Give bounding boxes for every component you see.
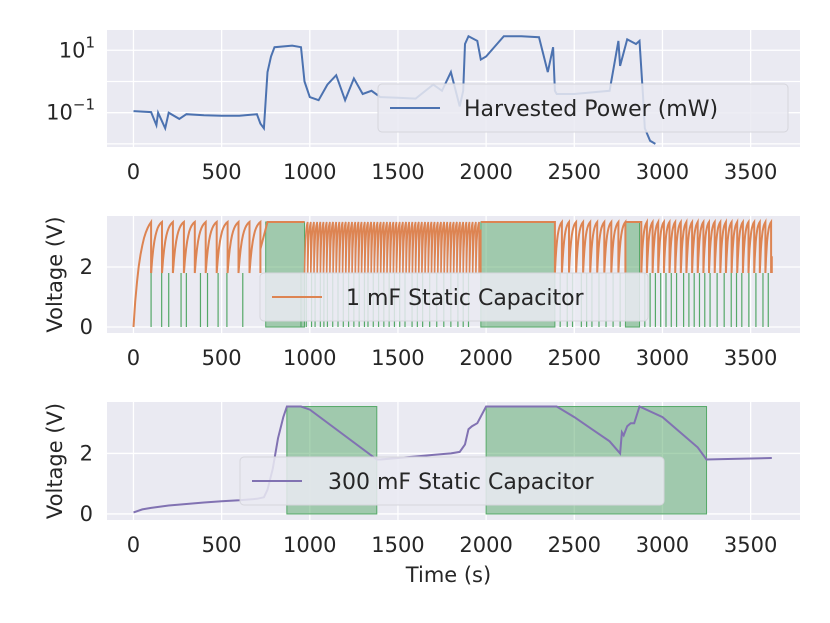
power-axes: 0 500 1000 1500 2000 2500 3000 350010−1101Harve… bbox=[46, 30, 800, 184]
legend-label: 300 mF Static Capacitor bbox=[328, 470, 595, 495]
legend-label: Harvested Power (mW) bbox=[464, 97, 718, 122]
y-axis-label: Voltage (V) bbox=[43, 216, 67, 332]
capacitor-1mf-axes: 0 500 1000 1500 2000 2500 3000 3500 0 2 Voltage (V… bbox=[43, 216, 800, 370]
legend: Harvested Power (mW) bbox=[377, 83, 789, 133]
x-tick-label: 1500 bbox=[371, 346, 424, 370]
x-tick-label: 0 bbox=[127, 160, 140, 184]
x-tick-label: 0 bbox=[127, 346, 140, 370]
y-tick-base: 10 bbox=[59, 38, 86, 62]
x-tick-label: 2000 bbox=[459, 533, 512, 557]
y-tick-exponent: −1 bbox=[73, 96, 95, 114]
x-tick-label: 3000 bbox=[636, 346, 689, 370]
capacitor-series-line bbox=[259, 221, 305, 250]
x-tick-label: 3000 bbox=[636, 533, 689, 557]
capacitor-series-line bbox=[150, 219, 262, 274]
x-tick-label: 500 bbox=[202, 160, 242, 184]
capacitor-series-line bbox=[132, 218, 153, 328]
x-tick-label: 3500 bbox=[724, 533, 777, 557]
legend-box bbox=[239, 456, 665, 506]
legend-box bbox=[377, 83, 789, 133]
y-tick-label: 0 bbox=[80, 315, 93, 339]
x-axis-label: Time (s) bbox=[405, 563, 491, 587]
legend-box bbox=[259, 272, 649, 322]
y-tick-label: 10−1 bbox=[46, 96, 95, 125]
legend: 300 mF Static Capacitor bbox=[239, 456, 665, 506]
x-tick-label: 1500 bbox=[371, 160, 424, 184]
y-axis-label: Voltage (V) bbox=[43, 403, 67, 519]
x-tick-label: 500 bbox=[202, 533, 242, 557]
y-tick-base: 10 bbox=[46, 101, 73, 125]
legend: 1 mF Static Capacitor bbox=[259, 272, 649, 322]
x-tick-label: 0 bbox=[127, 533, 140, 557]
x-tick-label: 2000 bbox=[459, 346, 512, 370]
x-tick-label: 2500 bbox=[548, 160, 601, 184]
y-tick-exponent: 1 bbox=[85, 33, 95, 51]
x-tick-label: 1000 bbox=[283, 346, 336, 370]
x-tick-label: 1500 bbox=[371, 533, 424, 557]
x-tick-label: 3500 bbox=[724, 160, 777, 184]
x-tick-label: 2500 bbox=[548, 346, 601, 370]
x-tick-label: 500 bbox=[202, 346, 242, 370]
capacitor-300mf-axes: 0 500 1000 1500 2000 2500 3000 3500 0 2 Voltage (V… bbox=[43, 402, 800, 587]
x-tick-label: 3500 bbox=[724, 346, 777, 370]
x-tick-label: 1000 bbox=[283, 160, 336, 184]
y-tick-label: 2 bbox=[80, 255, 93, 279]
y-tick-label: 101 bbox=[59, 33, 95, 62]
y-tick-label: 0 bbox=[80, 502, 93, 526]
x-tick-label: 2500 bbox=[548, 533, 601, 557]
legend-label: 1 mF Static Capacitor bbox=[346, 286, 585, 311]
capacitor-series-line bbox=[640, 218, 773, 274]
x-tick-label: 2000 bbox=[459, 160, 512, 184]
x-tick-label: 1000 bbox=[283, 533, 336, 557]
x-tick-label: 3000 bbox=[636, 160, 689, 184]
y-tick-label: 2 bbox=[80, 441, 93, 465]
